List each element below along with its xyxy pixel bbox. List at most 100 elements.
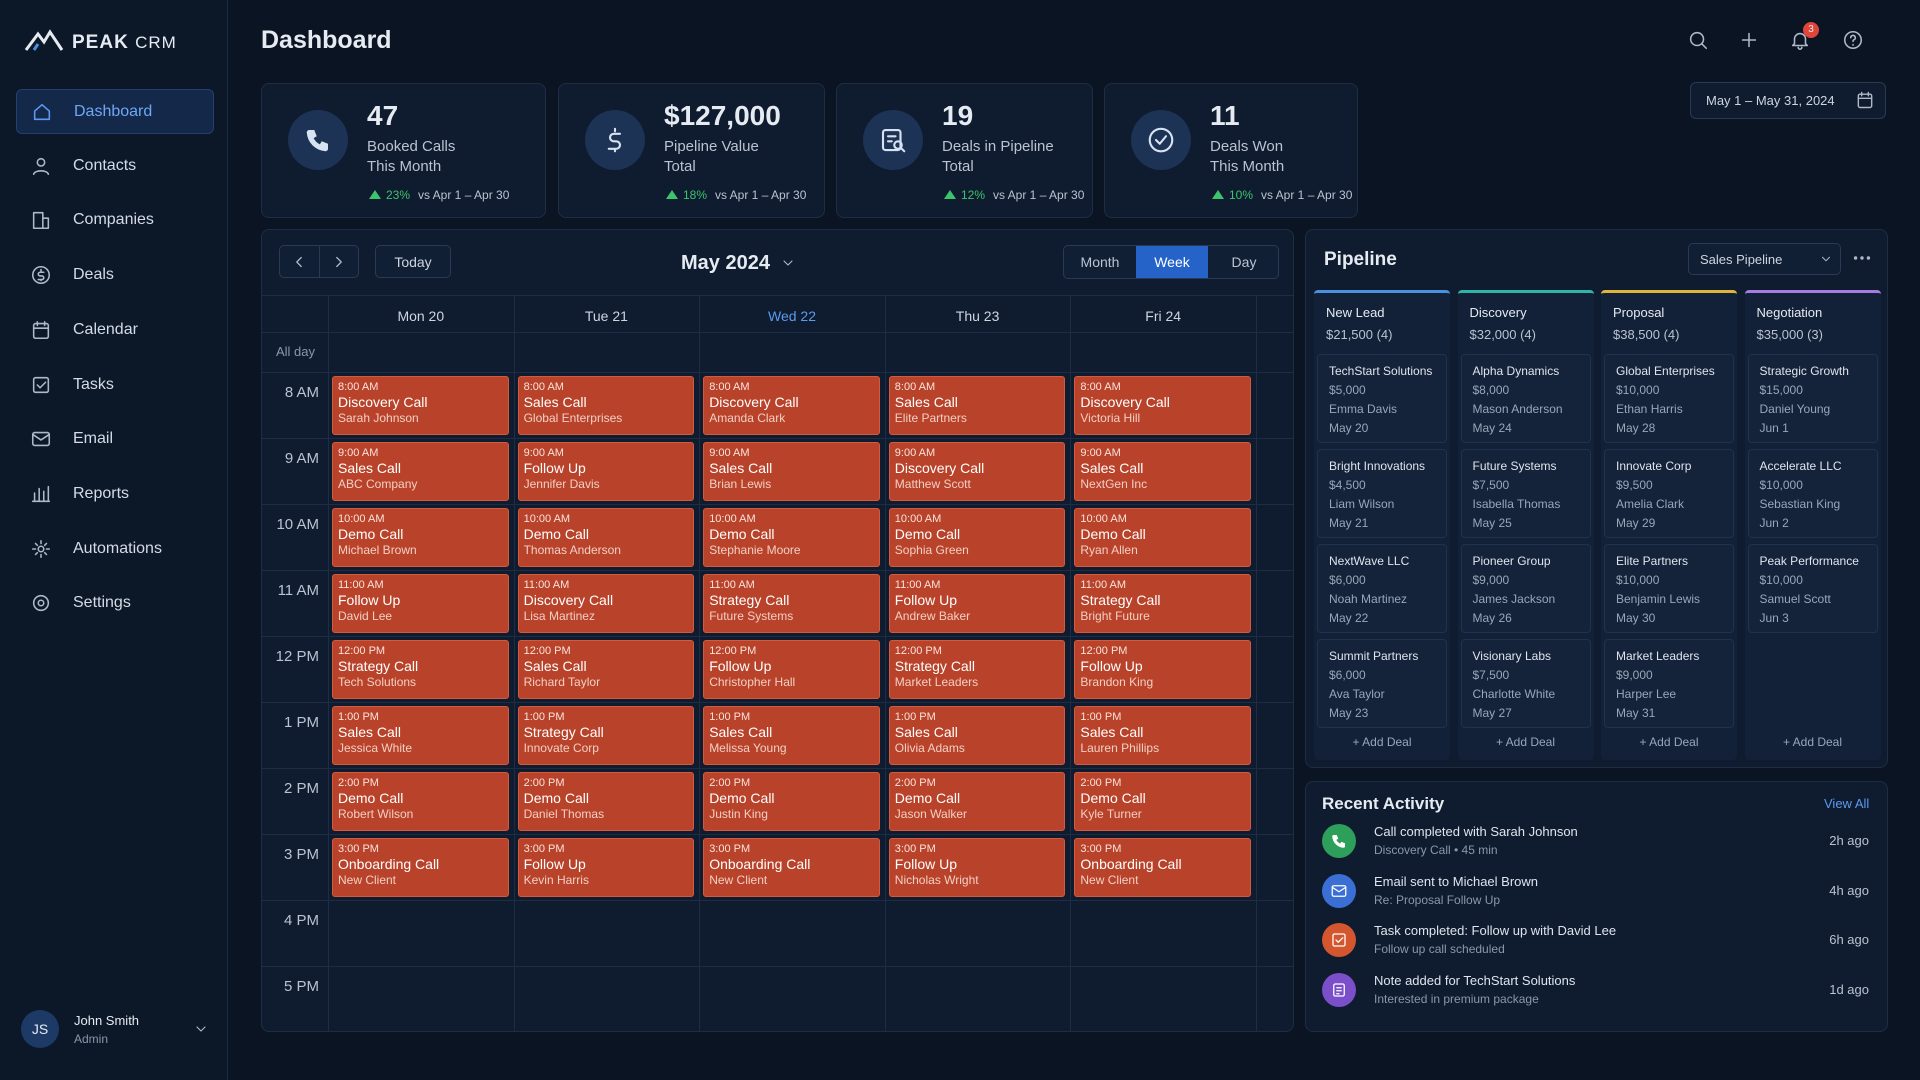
calendar-event[interactable]: 9:00 AM Sales Call Brian Lewis	[703, 442, 880, 501]
hour-label: 2 PM	[283, 780, 319, 797]
calendar-event[interactable]: 3:00 PM Onboarding Call New Client	[703, 838, 880, 897]
deal-card[interactable]: Peak Performance $10,000 Samuel Scott Jun 3	[1747, 544, 1878, 633]
calendar-event[interactable]: 10:00 AM Demo Call Sophia Green	[888, 508, 1066, 567]
nav-item[interactable]: Companies	[16, 198, 214, 243]
deal-card[interactable]: Global Enterprises $10,000 Ethan Harris May…	[1604, 354, 1734, 443]
view-option[interactable]: Month	[1080, 254, 1120, 270]
nav-item[interactable]: Contacts	[16, 144, 214, 189]
next-button[interactable]	[330, 253, 348, 274]
calendar-event[interactable]: 12:00 PM Strategy Call Market Leaders	[888, 640, 1066, 699]
calendar-event[interactable]: 1:00 PM Sales Call Olivia Adams	[888, 706, 1066, 765]
nav-item[interactable]: Tasks	[16, 363, 214, 408]
deal-card[interactable]: Elite Partners $10,000 Benjamin Lewis May 3…	[1604, 544, 1734, 633]
pipeline-selector[interactable]: Sales Pipeline	[1688, 243, 1841, 275]
event-time: 3:00 PM	[894, 843, 936, 855]
deal-card[interactable]: NextWave LLC $6,000 Noah Martinez May 22	[1317, 544, 1447, 633]
today-button[interactable]: Today	[375, 245, 451, 278]
calendar-event[interactable]: 3:00 PM Follow Up Nicholas Wright	[888, 838, 1066, 897]
add-deal-button[interactable]: + Add Deal	[1782, 735, 1843, 749]
nav-item[interactable]: Dashboard	[16, 89, 214, 134]
calendar-event[interactable]: 9:00 AM Follow Up Jennifer Davis	[517, 442, 695, 501]
calendar-event[interactable]: 1:00 PM Strategy Call Innovate Corp	[517, 706, 695, 765]
nav-item[interactable]: Calendar	[16, 308, 214, 353]
grid-line	[262, 702, 1293, 703]
deal-card[interactable]: Future Systems $7,500 Isabella Thomas May 2…	[1460, 449, 1591, 538]
event-contact: ABC Company	[338, 476, 418, 491]
notifications-button[interactable]	[1789, 29, 1811, 56]
nav-label: Deals	[73, 266, 114, 284]
event-contact: Bright Future	[1080, 608, 1150, 623]
calendar-event[interactable]: 10:00 AM Demo Call Ryan Allen	[1074, 508, 1251, 567]
calendar-event[interactable]: 10:00 AM Demo Call Stephanie Moore	[703, 508, 880, 567]
calendar-event[interactable]: 11:00 AM Follow Up Andrew Baker	[888, 574, 1066, 633]
calendar-event[interactable]: 11:00 AM Follow Up David Lee	[332, 574, 509, 633]
add-deal-button[interactable]: + Add Deal	[1352, 735, 1412, 749]
calendar-event[interactable]: 8:00 AM Discovery Call Amanda Clark	[703, 376, 880, 435]
deal-card[interactable]: Innovate Corp $9,500 Amelia Clark May 29	[1604, 449, 1734, 538]
event-title: Strategy Call	[338, 658, 419, 675]
nav-item[interactable]: Email	[16, 417, 214, 462]
calendar-event[interactable]: 8:00 AM Sales Call Global Enterprises	[517, 376, 695, 435]
deal-card[interactable]: Accelerate LLC $10,000 Sebastian King Jun 2	[1747, 449, 1878, 538]
deal-card[interactable]: Summit Partners $6,000 Ava Taylor May 23	[1317, 639, 1447, 728]
calendar-event[interactable]: 11:00 AM Strategy Call Future Systems	[703, 574, 880, 633]
nav-item[interactable]: Reports	[16, 472, 214, 517]
event-time: 11:00 AM	[709, 579, 755, 591]
calendar-event[interactable]: 9:00 AM Sales Call NextGen Inc	[1074, 442, 1251, 501]
calendar-event[interactable]: 12:00 PM Sales Call Richard Taylor	[517, 640, 695, 699]
calendar-event[interactable]: 8:00 AM Discovery Call Sarah Johnson	[332, 376, 509, 435]
add-button[interactable]	[1738, 29, 1760, 56]
deal-card[interactable]: Pioneer Group $9,000 James Jackson May 26	[1460, 544, 1591, 633]
event-contact: Matthew Scott	[894, 476, 971, 491]
calendar-event[interactable]: 10:00 AM Demo Call Michael Brown	[332, 508, 509, 567]
calendar-event[interactable]: 2:00 PM Demo Call Kyle Turner	[1074, 772, 1251, 831]
search-button[interactable]	[1687, 29, 1709, 56]
view-all-link[interactable]: View All	[1824, 796, 1870, 811]
calendar-event[interactable]: 11:00 AM Discovery Call Lisa Martinez	[517, 574, 695, 633]
help-button[interactable]	[1842, 29, 1864, 56]
activity-time: 1d ago	[1829, 981, 1869, 997]
deal-card[interactable]: Bright Innovations $4,500 Liam Wilson May 2…	[1317, 449, 1447, 538]
calendar-event[interactable]: 2:00 PM Demo Call Robert Wilson	[332, 772, 509, 831]
nav-icon-svg	[32, 157, 50, 175]
calendar-event[interactable]: 11:00 AM Strategy Call Bright Future	[1074, 574, 1251, 633]
calendar-event[interactable]: 2:00 PM Demo Call Daniel Thomas	[517, 772, 695, 831]
calendar-event[interactable]: 12:00 PM Follow Up Christopher Hall	[703, 640, 880, 699]
calendar-event[interactable]: 8:00 AM Sales Call Elite Partners	[888, 376, 1066, 435]
nav-item[interactable]: Settings	[16, 581, 214, 626]
deal-card[interactable]: TechStart Solutions $5,000 Emma Davis May 2…	[1317, 354, 1447, 443]
calendar-event[interactable]: 1:00 PM Sales Call Melissa Young	[703, 706, 880, 765]
deal-card[interactable]: Strategic Growth $15,000 Daniel Young Jun 1	[1747, 354, 1878, 443]
calendar-event[interactable]: 9:00 AM Discovery Call Matthew Scott	[888, 442, 1066, 501]
date-range-picker[interactable]: May 1 – May 31, 2024	[1690, 82, 1886, 119]
calendar-event[interactable]: 9:00 AM Sales Call ABC Company	[332, 442, 509, 501]
calendar-event[interactable]: 3:00 PM Onboarding Call New Client	[1074, 838, 1251, 897]
calendar-event[interactable]: 2:00 PM Demo Call Jason Walker	[888, 772, 1066, 831]
nav-item[interactable]: Deals	[16, 253, 214, 298]
calendar-event[interactable]: 3:00 PM Follow Up Kevin Harris	[517, 838, 695, 897]
nav-item[interactable]: Automations	[16, 527, 214, 572]
deal-card[interactable]: Visionary Labs $7,500 Charlotte White May 2…	[1460, 639, 1591, 728]
view-option[interactable]: Week	[1136, 246, 1208, 278]
deal-card[interactable]: Market Leaders $9,000 Harper Lee May 31	[1604, 639, 1734, 728]
add-deal-button[interactable]: + Add Deal	[1639, 735, 1699, 749]
calendar-event[interactable]: 12:00 PM Strategy Call Tech Solutions	[332, 640, 509, 699]
calendar-event[interactable]: 2:00 PM Demo Call Justin King	[703, 772, 880, 831]
event-contact: Thomas Anderson	[523, 542, 621, 557]
nav-icon-svg	[33, 103, 51, 121]
add-deal-button[interactable]: + Add Deal	[1495, 735, 1556, 749]
calendar-event[interactable]: 1:00 PM Sales Call Lauren Phillips	[1074, 706, 1251, 765]
calendar-event[interactable]: 1:00 PM Sales Call Jessica White	[332, 706, 509, 765]
calendar-event[interactable]: 3:00 PM Onboarding Call New Client	[332, 838, 509, 897]
view-option[interactable]: Day	[1231, 254, 1257, 270]
prev-button[interactable]	[290, 253, 308, 274]
calendar-event[interactable]: 12:00 PM Follow Up Brandon King	[1074, 640, 1251, 699]
deal-contact: Ethan Harris	[1616, 402, 1683, 416]
event-contact: Nicholas Wright	[894, 872, 979, 887]
kpi-icon	[288, 110, 348, 170]
calendar-event[interactable]: 10:00 AM Demo Call Thomas Anderson	[517, 508, 695, 567]
calendar-event[interactable]: 8:00 AM Discovery Call Victoria Hill	[1074, 376, 1251, 435]
more-button[interactable]	[1851, 247, 1873, 274]
deal-card[interactable]: Alpha Dynamics $8,000 Mason Anderson May 24	[1460, 354, 1591, 443]
